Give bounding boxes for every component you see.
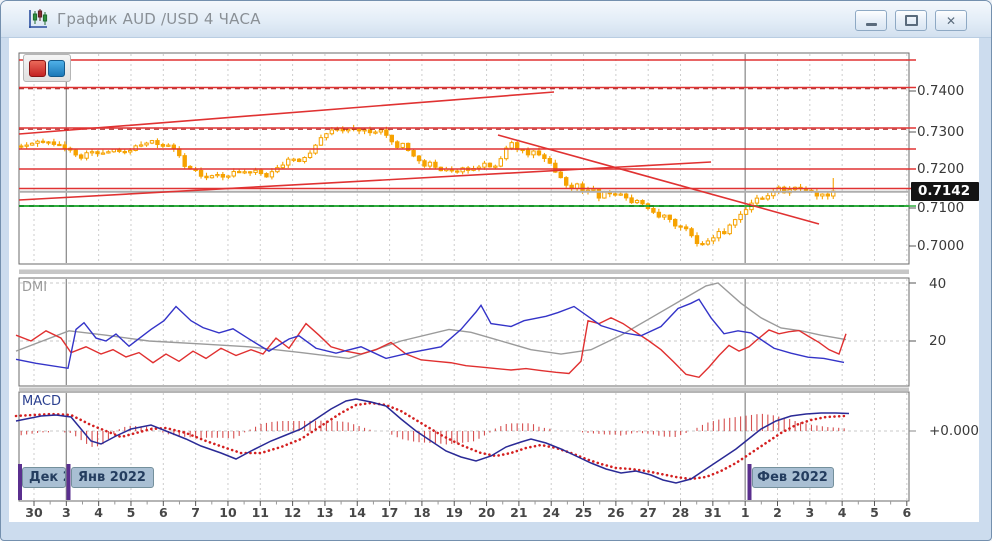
x-axis-label: 17 [381, 505, 398, 520]
x-axis-label: 1 [741, 505, 750, 520]
titlebar[interactable]: График AUD /USD 4 ЧАСА ✕ [1, 1, 991, 38]
x-axis-label: 6 [159, 505, 168, 520]
x-axis-label: 5 [127, 505, 136, 520]
price-axis-label: 0.7300 [917, 124, 965, 140]
x-axis-label: 18 [413, 505, 430, 520]
trend-line [18, 161, 712, 201]
x-axis-label: 25 [575, 505, 592, 520]
main-panel [18, 52, 910, 265]
trend-line [497, 134, 820, 225]
macd-panel-label: MACD [22, 394, 61, 409]
panel-separator [19, 387, 909, 391]
price-axis-label: 0.7100 [917, 200, 965, 216]
period-separator-bar [747, 464, 752, 500]
dmi-+di-line [15, 298, 845, 370]
close-icon: ✕ [945, 13, 957, 28]
x-axis-label: 4 [94, 505, 103, 520]
x-axis-label: 19 [446, 505, 463, 520]
x-axis-label: 10 [219, 505, 237, 520]
x-axis-label: 4 [838, 505, 847, 520]
x-axis-label: 26 [607, 505, 625, 520]
x-axis-label: 31 [704, 505, 721, 520]
x-axis-label: 13 [316, 505, 333, 520]
price-axis-label: 0.7200 [917, 161, 965, 177]
chart-client-area: 30 3 4 5 6 7 10 11 12 13 14 17 18 19 20 21 24 25 26 27 28 31 1… [9, 38, 979, 522]
trend-line [18, 91, 555, 135]
price-axis-label: 0.7000 [917, 238, 965, 254]
dmi-axis-label-40: 40 [929, 276, 947, 292]
x-axis-label: 3 [62, 505, 71, 520]
period-separator-bar [18, 464, 22, 500]
x-axis-label: 30 [25, 505, 43, 520]
dmi-panel-label: DMI [22, 280, 48, 295]
window-title: График AUD /USD 4 ЧАСА [57, 10, 261, 28]
x-axis-label: 6 [902, 505, 911, 520]
macd-axis-label-zero: +0.000 [929, 423, 979, 439]
close-button[interactable]: ✕ [935, 10, 967, 31]
marker-toolbar [23, 54, 71, 82]
x-axis-label: 20 [478, 505, 496, 520]
x-axis-label: 12 [284, 505, 301, 520]
x-axis-label: 21 [510, 505, 527, 520]
minimize-icon [865, 23, 877, 26]
dmi--di-line [15, 317, 847, 379]
x-axis-label: 2 [773, 505, 782, 520]
minimize-button[interactable] [855, 10, 887, 31]
dmi-axis-label-20: 20 [929, 333, 947, 349]
charts-canvas: 30 3 4 5 6 7 10 11 12 13 14 17 18 19 20 21 24 25 26 27 28 31 1… [14, 52, 916, 520]
current-price-badge: 0.7142 [911, 181, 979, 201]
x-axis-label: 11 [252, 505, 269, 520]
panel-separator [19, 269, 909, 274]
x-axis-label: 24 [543, 505, 561, 520]
price-axis-label: 0.7400 [917, 83, 965, 99]
period-separator-bar [66, 464, 71, 500]
macd-signal-line [14, 401, 846, 481]
candles [19, 124, 836, 247]
x-axis-label: 5 [870, 505, 879, 520]
period-box-december: Дек 2 [22, 467, 66, 488]
red-marker-button[interactable] [29, 60, 46, 77]
period-box-january: Янв 2022 [70, 467, 154, 488]
x-axis-label: 27 [639, 505, 656, 520]
dmi-adx-line [15, 282, 847, 360]
macd-line [15, 398, 850, 484]
window-buttons: ✕ [855, 10, 967, 31]
blue-marker-button[interactable] [48, 60, 65, 77]
period-box-february: Фев 2022 [751, 467, 834, 488]
x-axis-label: 3 [805, 505, 814, 520]
maximize-icon [904, 15, 918, 26]
x-axis-label: 7 [191, 505, 200, 520]
candlestick-chart-icon [27, 8, 49, 30]
x-axis-label: 28 [672, 505, 689, 520]
x-axis-label: 14 [349, 505, 367, 520]
maximize-button[interactable] [895, 10, 927, 31]
